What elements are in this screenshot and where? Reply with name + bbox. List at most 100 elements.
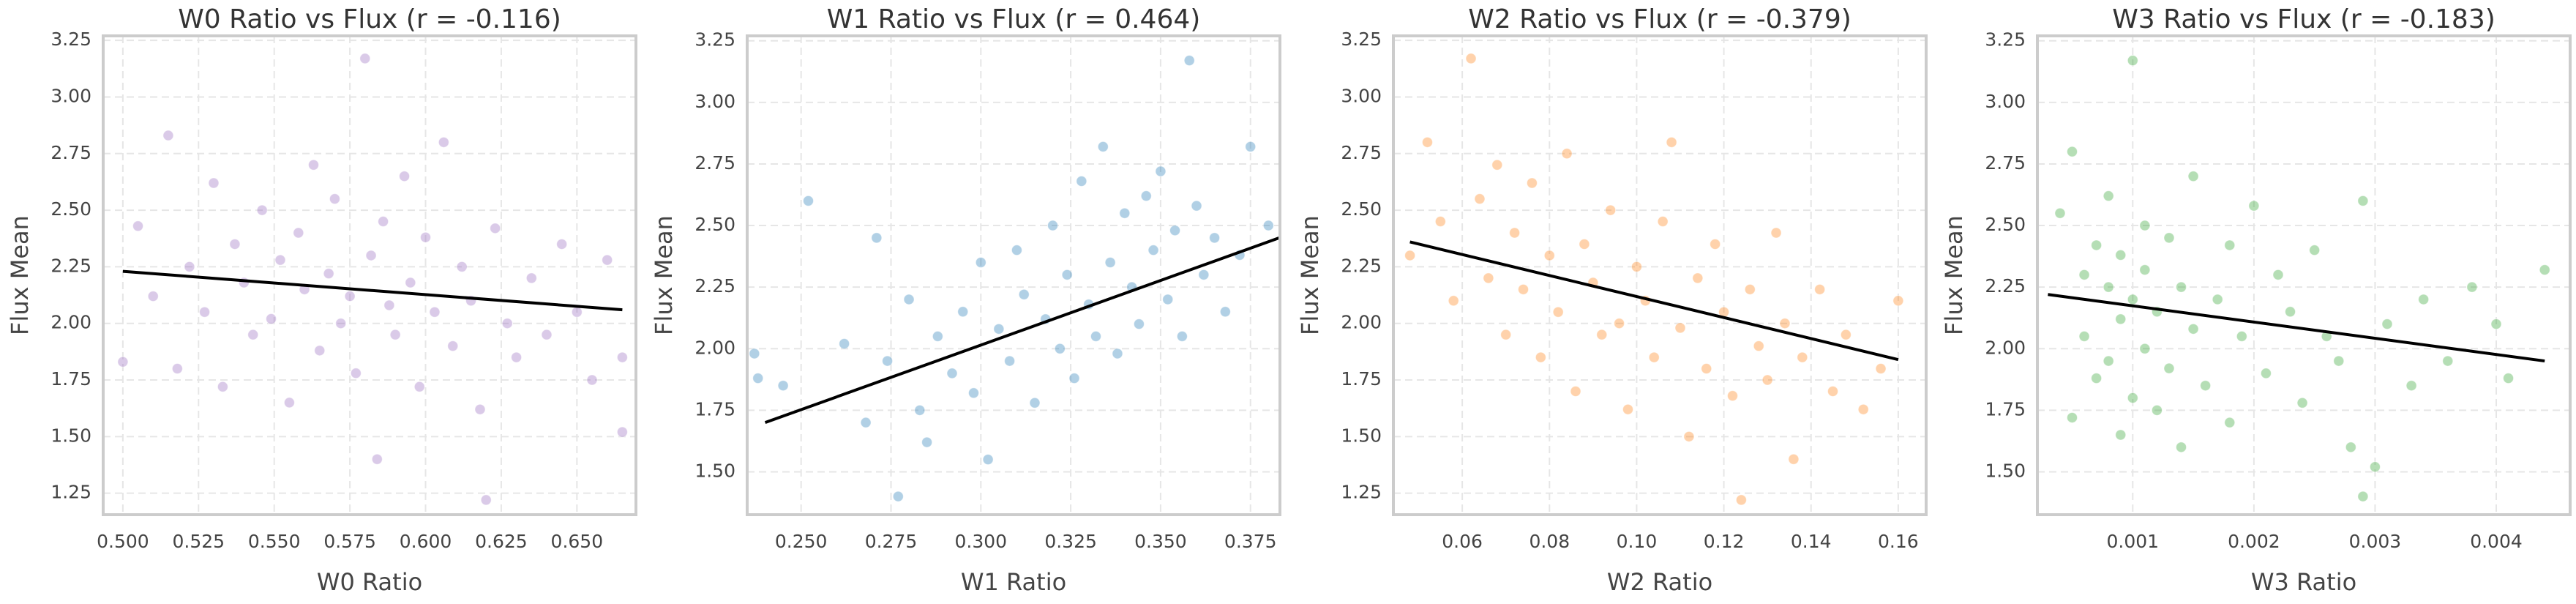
scatter-point [2091, 239, 2103, 251]
x-tick-label: 0.275 [865, 531, 918, 552]
scatter-point [1465, 53, 1477, 64]
scatter-point [274, 254, 286, 266]
scatter-point [429, 306, 441, 318]
scatter-point [1692, 272, 1704, 284]
scatter-point [1491, 159, 1503, 171]
scatter-point [1657, 216, 1669, 228]
scatter-point [2285, 306, 2296, 318]
scatter-point [2260, 368, 2272, 379]
y-tick-label: 2.00 [1341, 312, 1382, 333]
scatter-point [1788, 453, 1800, 465]
scatter-point [1155, 165, 1167, 177]
scatter-point [2357, 491, 2369, 502]
scatter-point [2078, 330, 2090, 342]
x-tick-label: 0.500 [97, 531, 149, 552]
scatter-point [413, 381, 425, 392]
scatter-point [1198, 269, 1210, 280]
x-tick-label: 0.10 [1617, 531, 1658, 552]
scatter-point [199, 306, 211, 318]
scatter-point [405, 277, 416, 288]
scatter-point [2309, 245, 2321, 256]
scatter-point [946, 368, 958, 379]
scatter-point [871, 232, 883, 244]
x-tick-label: 0.004 [2470, 531, 2523, 552]
scatter-point [1262, 220, 1274, 231]
scatter-point [383, 299, 395, 311]
y-tick-label: 2.50 [1341, 198, 1382, 220]
scatter-point [490, 223, 501, 234]
scatter-point [1421, 136, 1433, 148]
scatter-point [1753, 340, 1764, 352]
scatter-point [1076, 175, 1087, 187]
scatter-point [1061, 269, 1073, 280]
y-tick-label: 2.50 [694, 214, 735, 235]
x-tick-label: 0.08 [1529, 531, 1570, 552]
scatter-point [1614, 318, 1625, 329]
trend-line [122, 269, 623, 312]
scatter-point [474, 403, 486, 415]
scatter-point [1090, 330, 1101, 342]
scatter-point [1011, 245, 1022, 256]
scatter-point [2139, 220, 2151, 231]
x-axis-label: W0 Ratio [317, 568, 422, 596]
scatter-point [1570, 385, 1581, 397]
scatter-point [1245, 141, 1257, 152]
scatter-point [2139, 343, 2151, 354]
scatter-point [2091, 373, 2103, 384]
scatter-point [777, 380, 789, 392]
scatter-point [993, 323, 1005, 335]
y-tick-label: 1.75 [694, 398, 735, 420]
scatter-point [359, 53, 371, 64]
chart-title: W2 Ratio vs Flux (r = -0.379) [1468, 4, 1852, 34]
scatter-point [2127, 55, 2138, 67]
scatter-point [480, 494, 492, 506]
y-tick-label: 1.25 [1341, 482, 1382, 503]
scatter-point [982, 454, 994, 466]
y-tick-label: 1.50 [50, 425, 91, 446]
scatter-point [1605, 204, 1617, 216]
scatter-point [501, 318, 513, 329]
y-axis-label: Flux Mean [1296, 215, 1324, 335]
y-tick-label: 1.25 [50, 482, 91, 503]
scatter-point [438, 136, 449, 148]
scatter-point [2067, 146, 2078, 157]
y-tick-label: 2.25 [50, 255, 91, 276]
scatter-point [1892, 295, 1904, 307]
scatter-point [1004, 355, 1016, 367]
scatter-point [365, 250, 377, 261]
scatter-point [1518, 283, 1530, 295]
x-axis-label: W3 Ratio [2251, 568, 2356, 596]
scatter-point [839, 338, 850, 350]
y-tick-label: 3.25 [694, 29, 735, 51]
scatter-point [1483, 272, 1494, 284]
scatter-point [1176, 330, 1188, 342]
scatter-point [2466, 281, 2478, 293]
y-tick-label: 2.00 [50, 312, 91, 333]
scatter-point [1666, 136, 1677, 148]
scatter-point [2200, 380, 2212, 392]
scatter-point [171, 363, 183, 375]
scatter-point [903, 294, 915, 305]
scatter-point [1622, 403, 1634, 415]
scatter-point [556, 238, 568, 250]
y-tick-label: 2.50 [50, 198, 91, 220]
scatter-point [1140, 190, 1152, 202]
scatter-point [2539, 264, 2550, 276]
scatter-point [1119, 207, 1131, 219]
scatter-point [1526, 177, 1538, 189]
panel: 1.25 1.50 1.75 2.00 2.25 2.50 2.75 3.00 3.25 0.06… [1296, 4, 1928, 596]
scatter-point [1770, 227, 1782, 239]
scatter-point [511, 351, 523, 363]
scatter-point [1434, 216, 1446, 228]
scatter-point [2115, 249, 2127, 261]
scatter-point [256, 204, 268, 216]
scatter-point [2345, 441, 2356, 453]
scatter-point [1683, 430, 1695, 442]
scatter-point [2115, 313, 2127, 325]
scatter-point [2078, 269, 2090, 280]
panel: 1.50 1.75 2.00 2.25 2.50 2.75 3.00 3.25 0.250 0.2… [650, 4, 1281, 596]
scatter-point [1561, 148, 1573, 160]
scatter-point [229, 238, 241, 250]
scatter-point [1761, 374, 1773, 386]
